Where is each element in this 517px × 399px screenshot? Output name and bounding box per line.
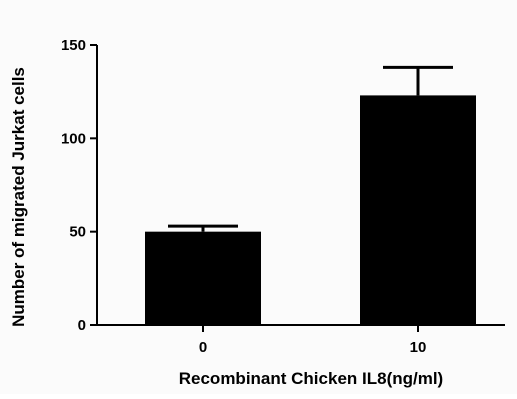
- x-tick-label: 10: [410, 339, 427, 356]
- y-tick-label: 50: [69, 224, 86, 241]
- y-tick-label: 150: [61, 37, 86, 54]
- bar: [360, 95, 476, 326]
- y-tick-label: 100: [61, 130, 86, 147]
- y-tick-label: 0: [78, 317, 86, 334]
- y-axis-title: Number of migrated Jurkat cells: [9, 67, 28, 327]
- bar: [145, 231, 261, 325]
- plot-area: [145, 65, 476, 326]
- x-axis-title: Recombinant Chicken IL8(ng/ml): [179, 369, 443, 388]
- x-axis-ticks: 0 10: [199, 325, 427, 356]
- x-tick-label: 0: [199, 339, 207, 356]
- y-axis-ticks: 0 50 100 150: [61, 37, 97, 334]
